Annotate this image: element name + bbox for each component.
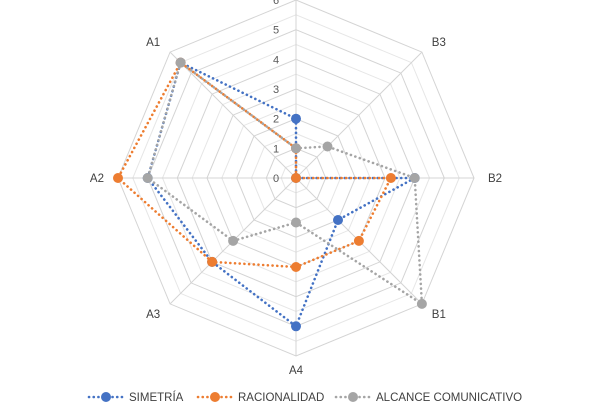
legend-label: RACIONALIDAD [238,392,324,403]
series-point [291,113,301,124]
tick-label: 6 [273,0,279,7]
tick-label: 0 [273,173,279,185]
grid-spoke [295,51,423,179]
legend-item: ALCANCE COMUNICATIVO [334,392,522,403]
legend-label: ALCANCE COMUNICATIVO [376,392,522,403]
tick-label: 1 [273,143,279,155]
category-labels: B3 B2 B1 A4 A3 A2 A1 [90,37,502,377]
series-point [409,173,420,183]
series-2 [142,57,427,309]
legend: SIMETRÍA RACIONALIDAD ALCANCE COMUNICATIVO [87,391,522,403]
series-line [146,60,424,307]
category-label: A4 [289,365,304,377]
category-label: B2 [488,173,502,185]
series-point [207,256,218,267]
series-point [291,321,301,332]
series-point [291,217,301,228]
series-point [291,173,301,183]
category-label: B3 [432,37,446,49]
series-point [291,262,301,272]
radial-tick-labels: 0 1 2 3 4 5 6 [273,0,279,185]
legend-item: RACIONALIDAD [196,392,324,403]
series-point [385,173,396,183]
tick-label: 2 [273,114,279,126]
grid-spoke [169,51,297,179]
category-label: A2 [90,173,104,185]
series-1 [113,57,396,272]
legend-marker [348,392,358,402]
data-series [113,57,427,332]
series-point [142,173,153,183]
category-label: B1 [432,309,446,321]
tick-label: 4 [273,54,279,66]
series-point [416,298,427,309]
category-label: A3 [146,309,160,321]
series-point [353,235,364,246]
series-point [322,141,333,152]
legend-item: SIMETRÍA [87,391,184,403]
series-point [291,143,301,154]
tick-label: 3 [273,84,279,96]
legend-marker [210,392,220,402]
category-label: A1 [146,37,160,49]
series-point [113,173,123,183]
series-point [333,215,343,225]
legend-marker [101,392,111,402]
tick-label: 5 [273,25,279,37]
series-point [228,235,239,246]
series-point [175,57,186,68]
legend-label: SIMETRÍA [129,391,184,403]
